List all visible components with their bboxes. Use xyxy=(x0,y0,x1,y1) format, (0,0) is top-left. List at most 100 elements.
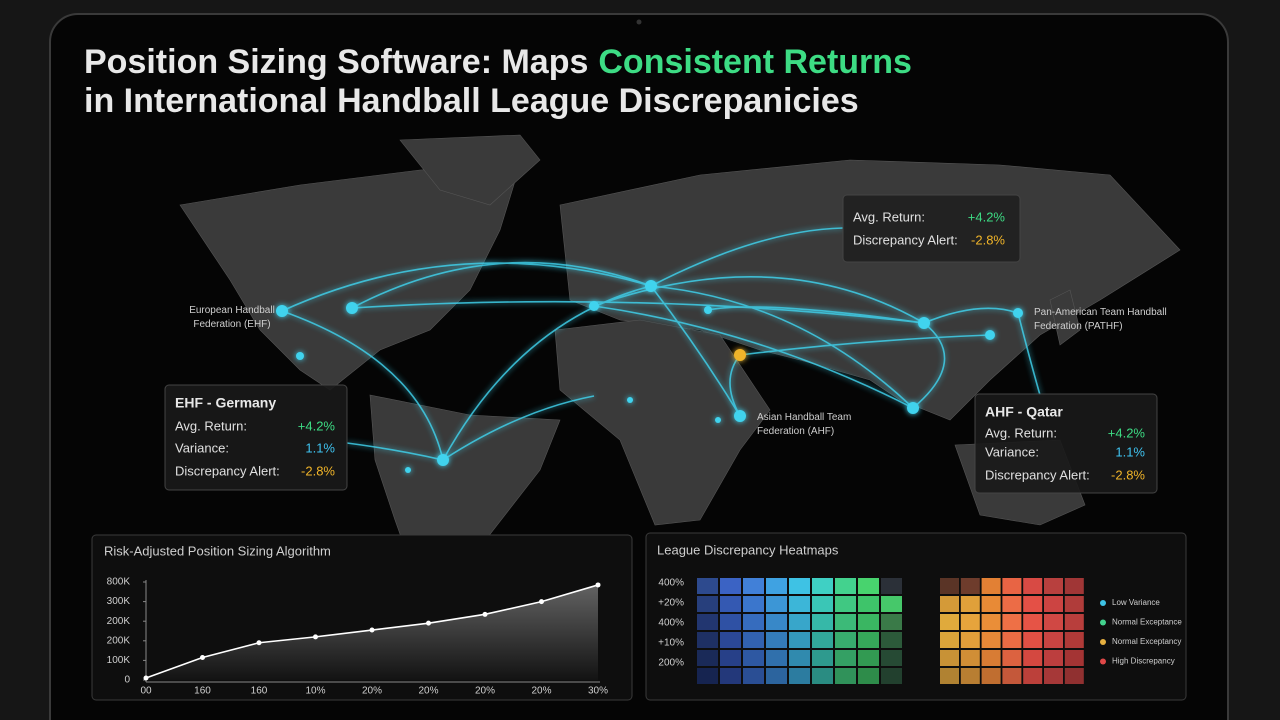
heat-cell xyxy=(1064,632,1084,648)
card-label: Variance: xyxy=(175,440,229,455)
heat-cell xyxy=(720,632,741,648)
label-line: Asian Handball Team xyxy=(757,412,851,423)
map-label: European Handball Federation (EHF) xyxy=(189,305,275,330)
heat-cell xyxy=(1044,650,1063,666)
map-label: Pan-American Team Handball Federation (PA… xyxy=(1034,307,1167,332)
label-line: Pan-American Team Handball xyxy=(1034,307,1167,318)
card-title: EHF - Germany xyxy=(175,395,276,411)
heat-cell xyxy=(720,614,741,630)
x-tick-label: 160 xyxy=(194,686,211,697)
heat-cell xyxy=(743,668,764,684)
legend-dot xyxy=(1100,658,1106,665)
page-title: Position Sizing Software: Maps Consistent… xyxy=(84,43,912,81)
heat-cell xyxy=(981,578,1001,594)
heat-cell xyxy=(1002,650,1022,666)
card-label: Avg. Return: xyxy=(985,425,1057,440)
heat-cell xyxy=(981,632,1001,648)
heat-cell xyxy=(766,614,787,630)
heat-cell xyxy=(1044,578,1063,594)
heat-cell xyxy=(981,668,1001,684)
heat-cell xyxy=(1002,578,1022,594)
heat-cell xyxy=(1044,668,1063,684)
y-tick-label: 200K xyxy=(107,635,131,646)
heat-cell xyxy=(1044,632,1063,648)
heat-cell xyxy=(835,578,856,594)
heat-cell xyxy=(858,668,879,684)
heat-cell xyxy=(789,578,810,594)
card-label: Avg. Return: xyxy=(175,418,247,433)
heat-cell xyxy=(881,668,902,684)
heat-cell xyxy=(960,596,980,612)
card-value: -2.8% xyxy=(1111,467,1145,482)
card-value: +4.2% xyxy=(298,418,336,433)
y-tick-label: 0 xyxy=(124,675,130,686)
heat-cell xyxy=(835,668,856,684)
y-tick-label: 100K xyxy=(107,655,131,666)
heat-cell xyxy=(1023,632,1043,648)
label-line: European Handball xyxy=(189,305,275,316)
heat-cell xyxy=(940,632,959,648)
cards: EHF - Germany AHF - Qatar xyxy=(164,194,1158,494)
heat-cell xyxy=(835,650,856,666)
x-tick-label: 20% xyxy=(418,686,438,697)
card-value: +4.2% xyxy=(1108,425,1146,440)
legend-label: High Discrepancy xyxy=(1112,657,1175,666)
heat-cell xyxy=(1064,668,1084,684)
heat-cell xyxy=(858,632,879,648)
heat-cell xyxy=(812,578,833,594)
label-line: Federation (PATHF) xyxy=(1034,321,1123,332)
heat-cell xyxy=(960,614,980,630)
y-tick-label: 300K xyxy=(107,596,131,607)
legend-dot xyxy=(1100,619,1106,626)
heat-cell xyxy=(766,650,787,666)
x-tick-label: 20% xyxy=(362,686,382,697)
heat-cell xyxy=(1023,650,1043,666)
heat-cell xyxy=(881,614,902,630)
heat-cell xyxy=(858,578,879,594)
heat-cell xyxy=(720,668,741,684)
heat-cell xyxy=(812,650,833,666)
card-value: -2.8% xyxy=(301,463,335,478)
heat-cell xyxy=(697,578,718,594)
label-line: Federation (EHF) xyxy=(193,319,270,330)
heat-cell xyxy=(1064,596,1084,612)
point xyxy=(539,599,544,605)
card-label: Discrepancy Alert: xyxy=(853,232,958,247)
x-tick-label: 20% xyxy=(475,686,495,697)
row-label: 200% xyxy=(658,658,684,669)
heat-cell xyxy=(940,668,959,684)
heat-cell xyxy=(858,614,879,630)
heat-cell xyxy=(1023,614,1043,630)
heat-cell xyxy=(789,596,810,612)
heat-cell xyxy=(1044,614,1063,630)
heat-cell xyxy=(881,596,902,612)
legend-label: Normal Exceptance xyxy=(1112,618,1182,627)
legend-label: Normal Exceptancy xyxy=(1112,637,1181,646)
point xyxy=(595,582,601,588)
heat-cell xyxy=(960,668,980,684)
heat-cell xyxy=(697,650,718,666)
point xyxy=(426,620,431,626)
heat-cell xyxy=(835,614,856,630)
x-tick-label: 160 xyxy=(251,686,268,697)
heat-cell xyxy=(881,650,902,666)
y-tick-label: 200K xyxy=(107,616,131,627)
heat-cell xyxy=(1023,668,1043,684)
x-tick-label: 10% xyxy=(305,686,325,697)
heat-cell xyxy=(697,614,718,630)
card-value: 1.1% xyxy=(1115,444,1145,459)
heat-cell xyxy=(789,632,810,648)
point xyxy=(313,634,318,640)
heat-cell xyxy=(720,650,741,666)
heat-cell xyxy=(812,632,833,648)
heat-cell xyxy=(1064,650,1084,666)
heat-cell xyxy=(1064,614,1084,630)
chart-title: League Discrepancy Heatmaps xyxy=(657,542,839,557)
chart-title: Risk-Adjusted Position Sizing Algorithm xyxy=(104,543,331,558)
point xyxy=(369,627,375,633)
heat-cell xyxy=(835,596,856,612)
x-tick-label: 20% xyxy=(531,686,551,697)
heat-cell xyxy=(835,632,856,648)
heat-cell xyxy=(766,632,787,648)
heat-cell xyxy=(720,596,741,612)
